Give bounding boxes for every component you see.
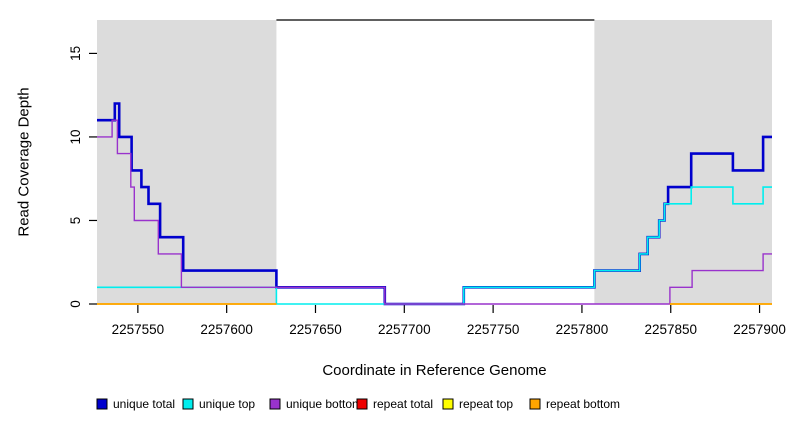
- y-tick-label: 0: [68, 300, 83, 308]
- legend-label-repeat-top: repeat top: [459, 397, 513, 411]
- legend-label-repeat-bottom: repeat bottom: [546, 397, 620, 411]
- shaded-region: [594, 20, 772, 304]
- x-tick-label: 2257650: [289, 322, 342, 337]
- x-axis-title: Coordinate in Reference Genome: [322, 362, 547, 379]
- legend-swatch-repeat-top: [442, 398, 454, 410]
- y-tick-label: 10: [68, 129, 83, 144]
- legend-label-unique-total: unique total: [113, 397, 175, 411]
- legend-label-unique-top: unique top: [199, 397, 255, 411]
- legend-swatch-unique-top: [182, 398, 194, 410]
- x-tick-label: 2257750: [467, 322, 520, 337]
- x-tick-label: 2257800: [556, 322, 609, 337]
- legend-label-unique-bottom: unique bottom: [286, 397, 362, 411]
- x-tick-label: 2257850: [644, 322, 697, 337]
- legend-swatch-unique-total: [96, 398, 108, 410]
- shaded-region: [97, 20, 277, 304]
- x-tick-label: 2257550: [112, 322, 165, 337]
- x-tick-label: 2257600: [200, 322, 253, 337]
- y-axis-title-text: Read Coverage Depth: [15, 87, 33, 237]
- legend-swatch-repeat-total: [356, 398, 368, 410]
- legend-label-repeat-total: repeat total: [373, 397, 433, 411]
- legend-swatch-unique-bottom: [269, 398, 281, 410]
- x-tick-label: 2257700: [378, 322, 431, 337]
- legend-swatch-repeat-bottom: [529, 398, 541, 410]
- series-line-unique-top: [97, 186, 772, 305]
- y-tick-label: 15: [68, 46, 83, 61]
- series-line-unique-bottom: [97, 119, 772, 305]
- x-tick-label: 2257900: [733, 322, 786, 337]
- y-tick-label: 5: [68, 217, 83, 225]
